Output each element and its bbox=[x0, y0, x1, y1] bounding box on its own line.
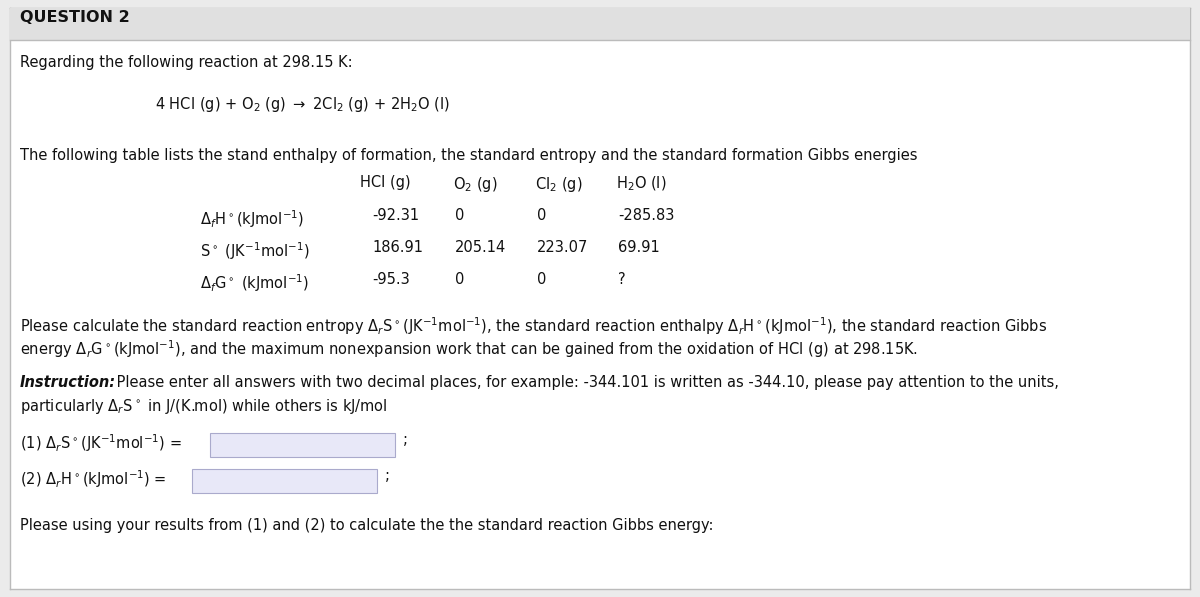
Text: 223.07: 223.07 bbox=[538, 240, 588, 255]
Text: 0: 0 bbox=[538, 272, 546, 287]
Text: $\Delta_f$G$^\circ$ (kJmol$^{-1}$): $\Delta_f$G$^\circ$ (kJmol$^{-1}$) bbox=[200, 272, 310, 294]
Text: 0: 0 bbox=[538, 208, 546, 223]
Text: ?: ? bbox=[618, 272, 625, 287]
Text: (1) $\Delta_r$S$^\circ$(JK$^{-1}$mol$^{-1}$) =: (1) $\Delta_r$S$^\circ$(JK$^{-1}$mol$^{-… bbox=[20, 432, 181, 454]
Text: Cl$_2$ (g): Cl$_2$ (g) bbox=[535, 175, 582, 194]
Text: 0: 0 bbox=[455, 208, 464, 223]
Text: The following table lists the stand enthalpy of formation, the standard entropy : The following table lists the stand enth… bbox=[20, 148, 918, 163]
Text: energy $\Delta_r$G$^\circ$(kJmol$^{-1}$), and the maximum nonexpansion work that: energy $\Delta_r$G$^\circ$(kJmol$^{-1}$)… bbox=[20, 338, 918, 360]
Text: 4 HCI (g) + O$_2$ (g) $\rightarrow$ 2Cl$_2$ (g) + 2H$_2$O (l): 4 HCI (g) + O$_2$ (g) $\rightarrow$ 2Cl$… bbox=[155, 95, 450, 114]
Text: QUESTION 2: QUESTION 2 bbox=[20, 10, 130, 25]
Text: (2) $\Delta_r$H$^\circ$(kJmol$^{-1}$) =: (2) $\Delta_r$H$^\circ$(kJmol$^{-1}$) = bbox=[20, 468, 167, 490]
Text: particularly $\Delta_r$S$^\circ$ in J/(K.mol) while others is kJ/mol: particularly $\Delta_r$S$^\circ$ in J/(K… bbox=[20, 397, 388, 416]
Text: O$_2$ (g): O$_2$ (g) bbox=[454, 175, 498, 194]
Text: Regarding the following reaction at 298.15 K:: Regarding the following reaction at 298.… bbox=[20, 55, 353, 70]
Text: Instruction:: Instruction: bbox=[20, 375, 116, 390]
Text: -95.3: -95.3 bbox=[372, 272, 409, 287]
Text: 0: 0 bbox=[455, 272, 464, 287]
Text: $\Delta_f$H$^\circ$(kJmol$^{-1}$): $\Delta_f$H$^\circ$(kJmol$^{-1}$) bbox=[200, 208, 304, 230]
Text: H$_2$O (l): H$_2$O (l) bbox=[616, 175, 666, 193]
Text: Please using your results from (1) and (2) to calculate the the standard reactio: Please using your results from (1) and (… bbox=[20, 518, 714, 533]
Text: -92.31: -92.31 bbox=[372, 208, 419, 223]
Text: ;: ; bbox=[385, 468, 390, 483]
Text: Please calculate the standard reaction entropy $\Delta_r$S$^\circ$(JK$^{-1}$mol$: Please calculate the standard reaction e… bbox=[20, 315, 1048, 337]
Text: 69.91: 69.91 bbox=[618, 240, 660, 255]
Text: 205.14: 205.14 bbox=[455, 240, 506, 255]
Text: S$^\circ$ (JK$^{-1}$mol$^{-1}$): S$^\circ$ (JK$^{-1}$mol$^{-1}$) bbox=[200, 240, 310, 261]
Text: Please enter all answers with two decimal places, for example: -344.101 is writt: Please enter all answers with two decima… bbox=[112, 375, 1058, 390]
Text: -285.83: -285.83 bbox=[618, 208, 674, 223]
Text: HCI (g): HCI (g) bbox=[360, 175, 410, 190]
Text: 186.91: 186.91 bbox=[372, 240, 424, 255]
Text: ;: ; bbox=[403, 432, 408, 447]
